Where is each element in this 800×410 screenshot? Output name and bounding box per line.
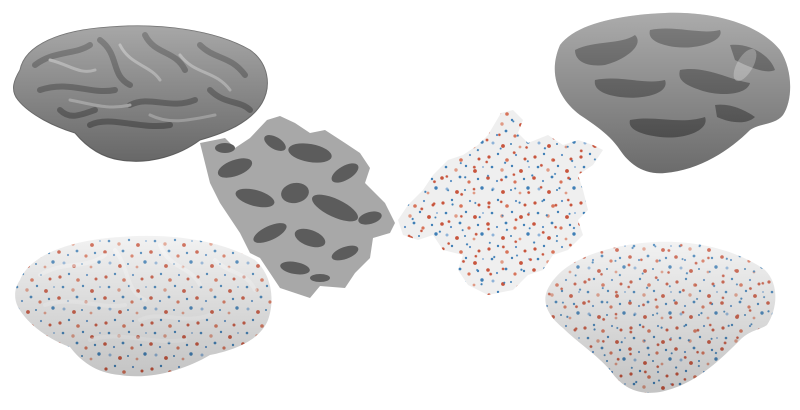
inflated-surface-gray-brain — [535, 5, 795, 180]
pial-noise-shading — [15, 235, 272, 377]
pial-gray-svg — [13, 25, 268, 162]
flatmap-gray-svg — [200, 116, 395, 298]
flatmap-noise-overlay — [398, 110, 603, 295]
pial-surface-noise-brain — [10, 225, 275, 385]
flatmap-gray — [195, 108, 405, 303]
pial-gray-shading — [13, 25, 268, 162]
inflated-gray-svg — [554, 12, 791, 174]
inflated-surface-noise-brain — [535, 230, 780, 400]
inflated-gray-highlight — [733, 48, 757, 82]
flatmap-noise — [393, 105, 608, 305]
inflated-gray-shading — [554, 12, 791, 174]
flatmap-gray-dark-regions — [215, 135, 382, 282]
pial-noise-svg — [15, 235, 272, 377]
flatmap-noise-svg — [398, 110, 603, 295]
pial-surface-gray-brain — [0, 15, 275, 175]
inflated-noise-svg — [545, 241, 776, 393]
inflated-noise-shading — [545, 241, 776, 393]
